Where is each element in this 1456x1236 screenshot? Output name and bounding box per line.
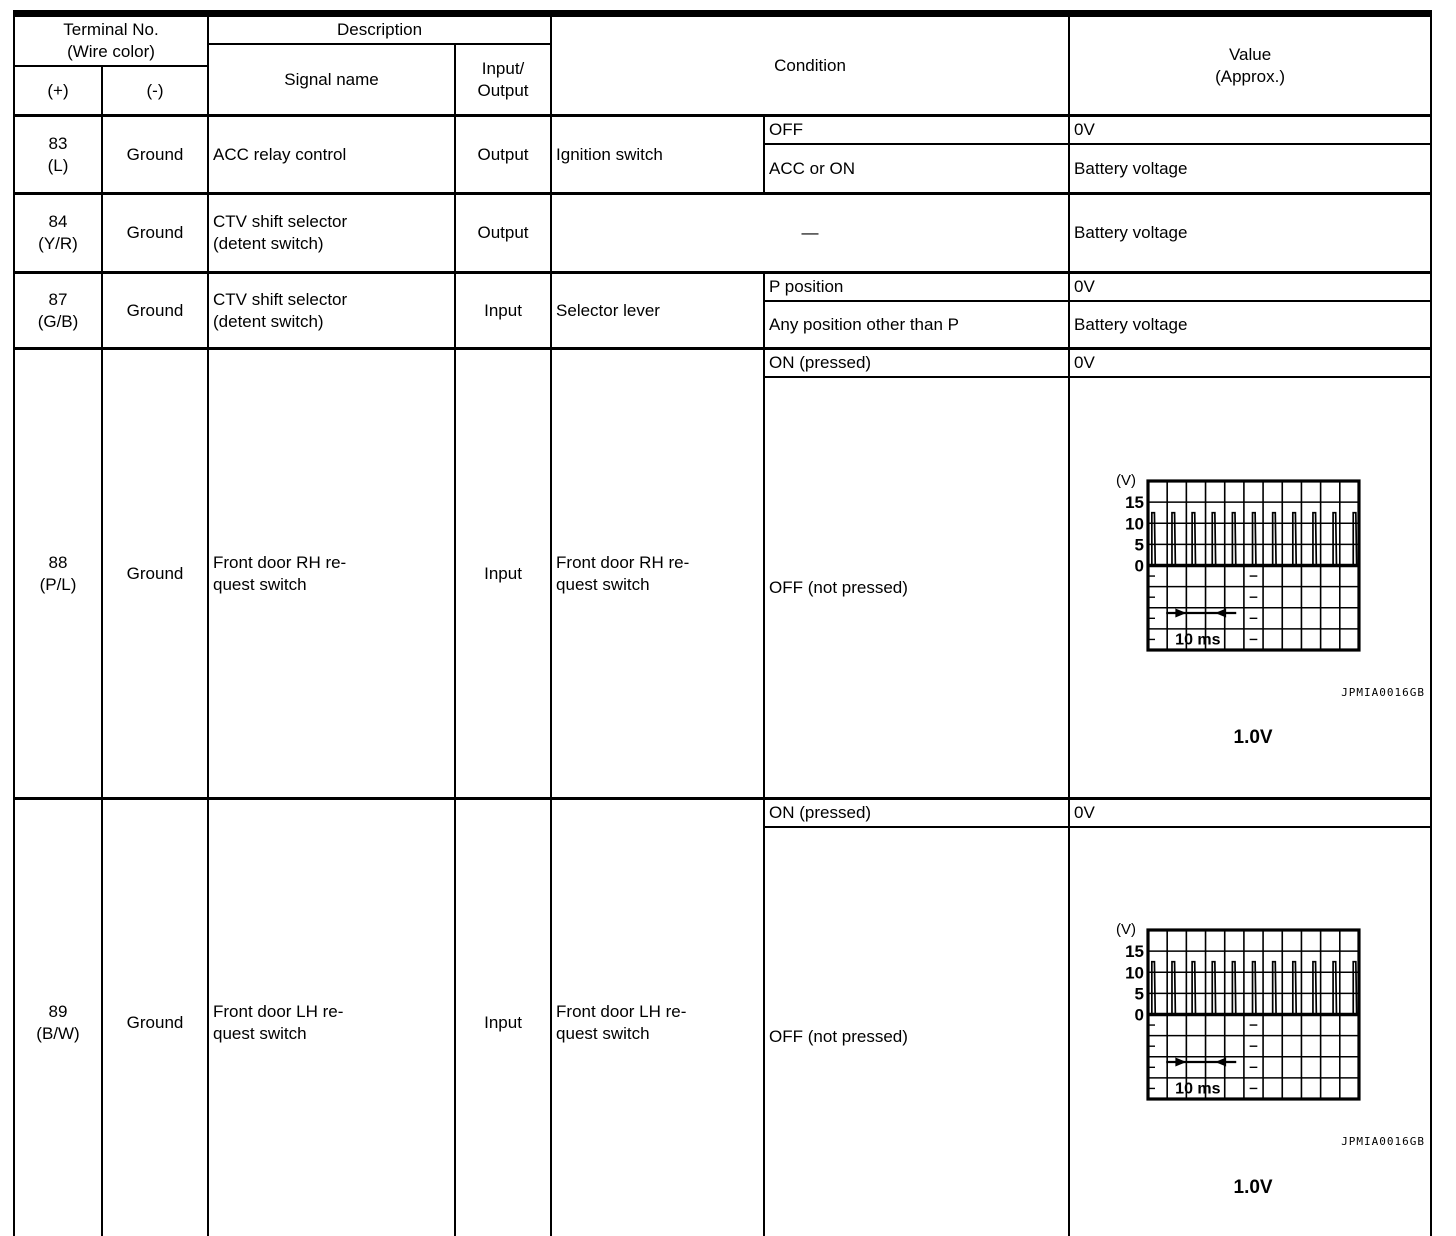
- cell-ground: Ground: [100, 114, 210, 195]
- cell-condition-dash: —: [550, 192, 1071, 274]
- svg-text:5: 5: [1135, 535, 1144, 554]
- cell-condition: Any position other than P: [763, 300, 1071, 350]
- oscilloscope-figure: (V) 15 10 5 0 10 ms JPMIA0016GB 1.0V: [1103, 894, 1425, 1222]
- svg-text:15: 15: [1125, 493, 1144, 512]
- cell-signal-name: ACC relay control: [207, 114, 457, 195]
- cell-signal-name: CTV shift selector (detent switch): [207, 271, 457, 350]
- header-input-output: Input/ Output: [454, 43, 553, 117]
- cell-condition: ACC or ON: [763, 143, 1071, 195]
- cell-io: Output: [454, 114, 553, 195]
- svg-text:10 ms: 10 ms: [1175, 1081, 1220, 1098]
- cell-ground: Ground: [100, 192, 210, 274]
- table-subrow: OFF (not pressed) (V) 15 10 5 0 10 ms JPMIA00…: [14, 376, 1433, 800]
- svg-text:5: 5: [1135, 985, 1144, 1004]
- cell-condition: OFF (not pressed): [763, 376, 1071, 800]
- cell-value: Battery voltage: [1068, 192, 1433, 274]
- cell-condition-left: Front door LH re- quest switch: [550, 797, 766, 1236]
- header-terminal-no: Terminal No. (Wire color): [12, 12, 210, 68]
- cell-value: Battery voltage: [1068, 300, 1433, 350]
- table-row: 84 (Y/R) Ground CTV shift selector (dete…: [13, 192, 1433, 274]
- cell-condition: P position: [763, 271, 1071, 303]
- cell-io: Output: [454, 192, 553, 274]
- svg-text:0: 0: [1135, 1006, 1144, 1025]
- cell-ground: Ground: [100, 797, 210, 1236]
- cell-value: 0V: [1068, 114, 1433, 146]
- cell-io: Input: [454, 271, 553, 350]
- svg-text:(V): (V): [1116, 921, 1136, 938]
- table-subrow: ACC or ON Battery voltage: [14, 143, 1433, 195]
- cell-io: Input: [454, 347, 553, 800]
- cell-condition-left: Front door RH re- quest switch: [550, 347, 766, 800]
- cell-signal-name: CTV shift selector (detent switch): [207, 192, 457, 274]
- cell-terminal: 83 (L): [13, 114, 103, 195]
- waveform-scale-caption: 1.0V: [1233, 1176, 1273, 1198]
- cell-ground: Ground: [100, 271, 210, 350]
- figure-code: JPMIA0016GB: [1341, 1135, 1426, 1149]
- svg-text:10: 10: [1125, 964, 1144, 983]
- cell-condition-left: Selector lever: [550, 271, 766, 350]
- header-value: Value (Approx.): [1068, 11, 1433, 117]
- cell-value: 0V: [1068, 347, 1433, 379]
- table-row: 89 (B/W) Ground Front door LH re- quest …: [13, 797, 1433, 1236]
- header-row-1: Terminal No. (Wire color) Description Co…: [12, 11, 1433, 117]
- header-minus: (-): [100, 65, 210, 117]
- cell-value: Battery voltage: [1068, 143, 1433, 195]
- header-condition: Condition: [550, 11, 1071, 117]
- table-subrow: OFF (not pressed) (V) 15 10 5 0 10 ms JPMIA00…: [14, 826, 1433, 1236]
- cell-ground: Ground: [100, 347, 210, 800]
- cell-condition: OFF: [763, 114, 1071, 146]
- svg-text:15: 15: [1125, 942, 1144, 961]
- header-row-3: (+) (-): [13, 65, 1431, 117]
- svg-text:0: 0: [1135, 556, 1144, 575]
- cell-io: Input: [454, 797, 553, 1236]
- header-description: Description: [207, 12, 553, 46]
- header-plus: (+): [13, 65, 103, 117]
- cell-condition-left: Ignition switch: [550, 114, 766, 195]
- header-row-2: Signal name Input/ Output: [14, 43, 1431, 117]
- cell-condition: ON (pressed): [763, 347, 1071, 379]
- table-row: 88 (P/L) Ground Front door RH re- quest …: [13, 347, 1433, 800]
- cell-terminal: 88 (P/L): [13, 347, 103, 800]
- svg-text:10 ms: 10 ms: [1175, 631, 1220, 648]
- cell-value: 0V: [1068, 797, 1433, 829]
- header-signal-name: Signal name: [207, 43, 457, 117]
- waveform-scale-caption: 1.0V: [1233, 727, 1273, 749]
- table-row: 87 (G/B) Ground CTV shift selector (dete…: [13, 271, 1433, 350]
- table-row: 83 (L) Ground ACC relay control Output I…: [13, 114, 1433, 195]
- svg-text:10: 10: [1125, 514, 1144, 533]
- oscilloscope-figure: (V) 15 10 5 0 10 ms JPMIA0016GB 1.0V: [1103, 445, 1425, 773]
- voltage-waveform-chart: (V) 15 10 5 0 10 ms: [1116, 472, 1361, 652]
- cell-value: 0V: [1068, 271, 1433, 303]
- terminal-voltage-table: Terminal No. (Wire color) Description Co…: [12, 10, 1433, 1236]
- cell-terminal: 84 (Y/R): [13, 192, 103, 274]
- cell-signal-name: Front door LH re- quest switch: [207, 797, 457, 1236]
- cell-signal-name: Front door RH re- quest switch: [207, 347, 457, 800]
- voltage-waveform-chart: (V) 15 10 5 0 10 ms: [1116, 921, 1361, 1101]
- figure-code: JPMIA0016GB: [1341, 685, 1426, 699]
- cell-terminal: 87 (G/B): [13, 271, 103, 350]
- svg-text:(V): (V): [1116, 472, 1136, 489]
- cell-value-waveform: (V) 15 10 5 0 10 ms JPMIA0016GB 1.0V: [1068, 826, 1433, 1236]
- cell-condition: ON (pressed): [763, 797, 1071, 829]
- cell-terminal: 89 (B/W): [13, 797, 103, 1236]
- cell-condition: OFF (not pressed): [763, 826, 1071, 1236]
- cell-value-waveform: (V) 15 10 5 0 10 ms JPMIA0016GB 1.0V: [1068, 376, 1433, 800]
- table-subrow: Any position other than P Battery voltag…: [14, 300, 1433, 350]
